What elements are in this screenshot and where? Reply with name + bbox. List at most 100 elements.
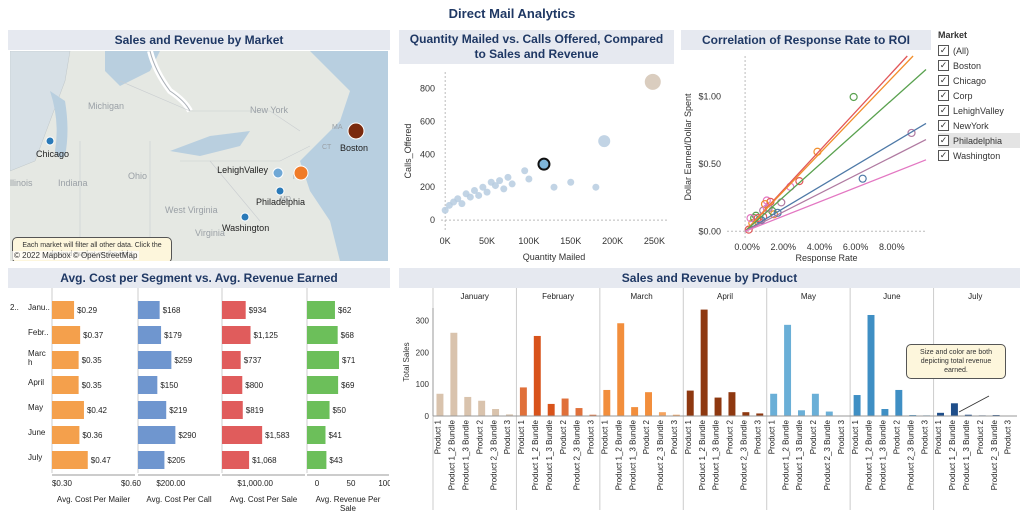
product-bar[interactable] xyxy=(714,397,722,416)
corr-point[interactable] xyxy=(849,92,858,102)
product-bar[interactable] xyxy=(700,309,708,416)
cost-bar[interactable] xyxy=(52,351,79,369)
checkbox-icon[interactable]: ✓ xyxy=(938,75,949,86)
scatter-point[interactable] xyxy=(567,178,575,186)
cost-bar[interactable] xyxy=(307,301,335,319)
scatter-point[interactable] xyxy=(466,193,474,201)
cost-bar[interactable] xyxy=(52,301,75,319)
product-bar[interactable] xyxy=(450,332,458,416)
product-bar[interactable] xyxy=(436,393,444,416)
scatter-point[interactable] xyxy=(592,183,600,191)
cost-bar[interactable] xyxy=(307,426,326,444)
cost-chart[interactable]: 2.. Janu.. Febr.. March April May June July $0.2… xyxy=(8,288,390,511)
market-filter-boston[interactable]: ✓ Boston xyxy=(938,58,1020,73)
market-filter-all[interactable]: ✓ (All) xyxy=(938,43,1020,58)
checkbox-icon[interactable]: ✓ xyxy=(938,135,949,146)
cost-panel[interactable]: Avg. Cost per Segment vs. Avg. Revenue E… xyxy=(8,268,390,511)
product-bar[interactable] xyxy=(506,414,513,416)
map-marker-chicago[interactable] xyxy=(45,136,55,146)
corr-point[interactable] xyxy=(753,213,762,223)
cost-bar[interactable] xyxy=(307,376,339,394)
product-panel[interactable]: Sales and Revenue by Product 0 100 200 300 T… xyxy=(399,268,1020,511)
corr-trend-line[interactable] xyxy=(744,55,914,232)
checkbox-icon[interactable]: ✓ xyxy=(938,150,949,161)
cost-bar[interactable] xyxy=(222,376,243,394)
product-bar[interactable] xyxy=(770,393,778,416)
product-bar[interactable] xyxy=(756,413,764,416)
map-marker-washington[interactable] xyxy=(240,212,250,222)
corr-trend-line[interactable] xyxy=(744,122,927,232)
product-bar[interactable] xyxy=(853,395,861,416)
corr-point[interactable] xyxy=(858,174,867,183)
corr-panel[interactable]: Correlation of Response Rate to ROI $0.0… xyxy=(681,30,931,263)
market-filter-philadelphia[interactable]: ✓ Philadelphia xyxy=(938,133,1020,148)
cost-bar[interactable] xyxy=(52,376,79,394)
cost-bar[interactable] xyxy=(222,301,246,319)
product-bar[interactable] xyxy=(547,403,555,416)
market-filter-washington[interactable]: ✓ Washington xyxy=(938,148,1020,163)
product-bar[interactable] xyxy=(603,389,611,416)
product-bar[interactable] xyxy=(784,324,792,416)
scatter-point[interactable] xyxy=(479,183,487,191)
market-filter-lehighvalley[interactable]: ✓ LehighValley xyxy=(938,103,1020,118)
corr-point[interactable] xyxy=(744,225,753,234)
product-bar[interactable] xyxy=(937,412,944,416)
scatter-point[interactable] xyxy=(458,200,466,208)
product-bar[interactable] xyxy=(464,396,472,416)
cost-bar[interactable] xyxy=(307,401,330,419)
product-bar[interactable] xyxy=(645,392,652,416)
map-canvas[interactable]: Michigan New York Ohio Indiana llinois West V… xyxy=(10,51,388,261)
cost-bar[interactable] xyxy=(138,401,167,419)
corr-trend-line[interactable] xyxy=(744,139,927,232)
product-bar[interactable] xyxy=(686,390,694,416)
product-bar[interactable] xyxy=(589,414,597,416)
map-panel[interactable]: Sales and Revenue by Market Michigan New … xyxy=(8,30,390,263)
scatter-point[interactable] xyxy=(504,173,512,181)
product-bar[interactable] xyxy=(561,398,569,416)
cost-bar[interactable] xyxy=(222,426,263,444)
map-marker-nj[interactable] xyxy=(293,165,309,181)
scatter-point[interactable] xyxy=(644,73,661,90)
market-filter-newyork[interactable]: ✓ NewYork xyxy=(938,118,1020,133)
checkbox-icon[interactable]: ✓ xyxy=(938,45,949,56)
product-bar[interactable] xyxy=(895,389,903,416)
map-svg[interactable]: Michigan New York Ohio Indiana llinois West V… xyxy=(10,51,388,261)
cost-bar[interactable] xyxy=(222,451,250,469)
product-bar[interactable] xyxy=(672,414,680,416)
map-marker-boston[interactable] xyxy=(347,122,365,140)
cost-bar[interactable] xyxy=(52,326,81,344)
product-bar[interactable] xyxy=(881,409,889,416)
product-bar[interactable] xyxy=(478,400,486,416)
scatter-point[interactable] xyxy=(500,185,508,193)
scatter-point[interactable] xyxy=(550,183,558,191)
cost-bar[interactable] xyxy=(138,376,158,394)
scatter-point[interactable] xyxy=(491,182,499,190)
cost-bar[interactable] xyxy=(222,351,241,369)
scatter-point[interactable] xyxy=(525,175,533,183)
corr-trend-line[interactable] xyxy=(744,159,927,232)
scatter-point[interactable] xyxy=(598,135,611,148)
product-bar[interactable] xyxy=(631,407,639,416)
scatter-chart[interactable]: 0 200 400 600 800 0K 50K 100K 150K 200K 250K Quanti… xyxy=(399,66,674,263)
market-filter-chicago[interactable]: ✓ Chicago xyxy=(938,73,1020,88)
corr-point[interactable] xyxy=(813,147,822,156)
scatter-point[interactable] xyxy=(441,206,449,214)
cost-bar[interactable] xyxy=(52,451,88,469)
cost-bar[interactable] xyxy=(307,351,340,369)
scatter-point[interactable] xyxy=(483,188,491,196)
scatter-point[interactable] xyxy=(454,195,462,203)
cost-bar[interactable] xyxy=(307,451,327,469)
cost-bar[interactable] xyxy=(138,451,165,469)
product-bar[interactable] xyxy=(867,314,875,416)
corr-point[interactable] xyxy=(777,198,786,207)
product-bar[interactable] xyxy=(798,410,805,416)
product-chart[interactable]: 0 100 200 300 Total Sales January Product 1 Pro… xyxy=(399,288,1020,511)
cost-bar[interactable] xyxy=(52,426,80,444)
corr-point[interactable] xyxy=(795,177,804,186)
corr-point[interactable] xyxy=(760,199,770,209)
map-markers[interactable]: Chicago Boston LehighValley Philadelphia Was… xyxy=(36,122,368,233)
checkbox-icon[interactable]: ✓ xyxy=(938,90,949,101)
product-bar[interactable] xyxy=(658,412,666,416)
scatter-point[interactable] xyxy=(475,191,483,199)
product-bar[interactable] xyxy=(964,414,972,416)
